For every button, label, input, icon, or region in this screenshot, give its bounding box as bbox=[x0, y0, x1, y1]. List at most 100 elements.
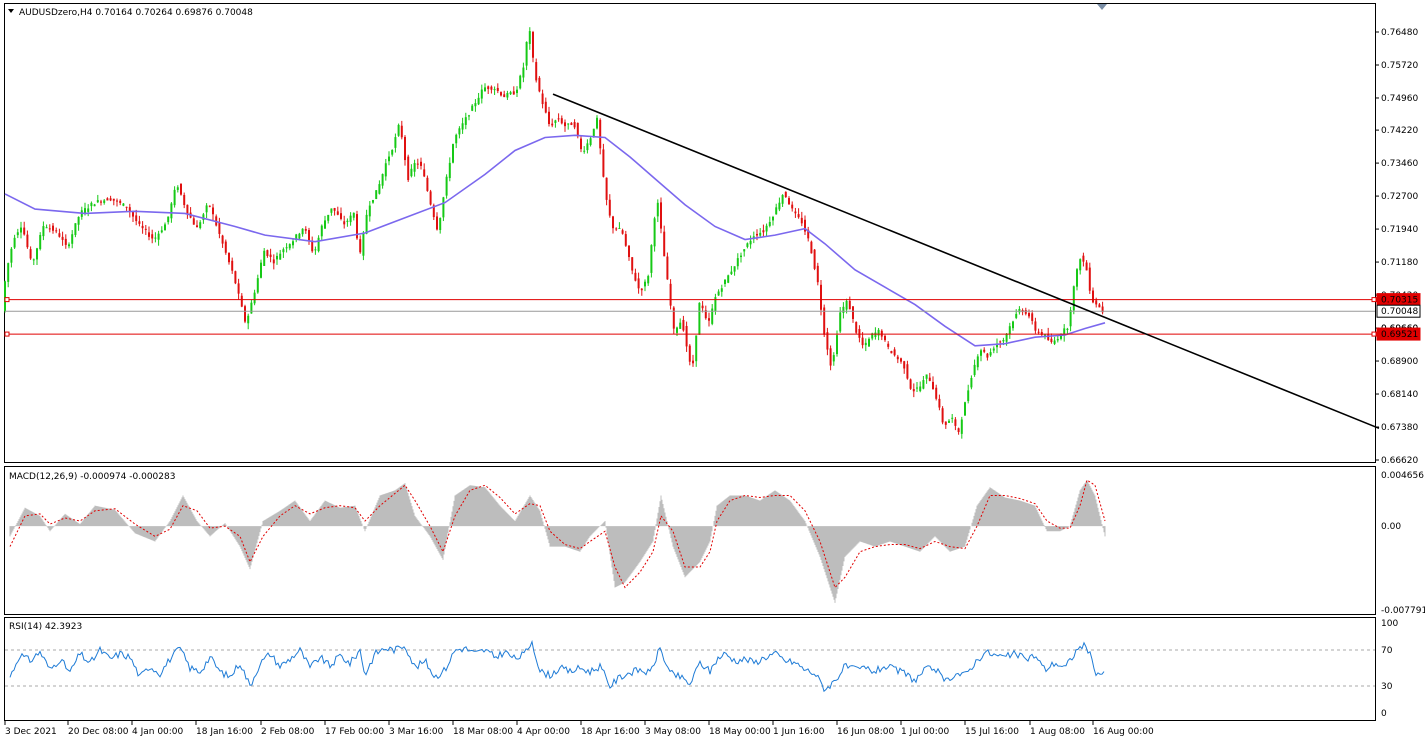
current-price-label: 0.70048 bbox=[1381, 307, 1418, 317]
trendline[interactable] bbox=[552, 93, 1380, 430]
bull-candle bbox=[327, 214, 330, 221]
bull-candle bbox=[922, 380, 925, 389]
bear-candle bbox=[807, 229, 810, 239]
bull-candle bbox=[42, 226, 45, 237]
bear-candle bbox=[420, 161, 422, 166]
level-handle[interactable] bbox=[1371, 297, 1377, 303]
bear-candle bbox=[48, 228, 51, 230]
time-tick-label: 16 Jun 08:00 bbox=[837, 727, 894, 737]
macd-signal-line bbox=[9, 479, 1106, 589]
bear-candle bbox=[928, 377, 931, 381]
bear-candle bbox=[548, 111, 550, 125]
bear-candle bbox=[788, 198, 790, 205]
price-tick-label: 0.72700 bbox=[1381, 192, 1418, 202]
bull-candle bbox=[509, 92, 512, 95]
collapse-triangle-icon[interactable] bbox=[8, 9, 14, 13]
bull-candle bbox=[202, 214, 205, 221]
bull-candle bbox=[1005, 333, 1008, 342]
bull-candle bbox=[298, 233, 301, 239]
bull-candle bbox=[71, 234, 74, 244]
bear-candle bbox=[756, 233, 758, 236]
time-tick-label: 4 Apr 00:00 bbox=[517, 727, 570, 737]
bear-candle bbox=[180, 183, 182, 195]
rsi-panel[interactable] bbox=[4, 617, 1376, 721]
axes: 0.76480 0.75720 0.74960 0.74220 0.73460 0.727… bbox=[4, 28, 1425, 737]
bear-candle bbox=[224, 241, 227, 253]
rsi-tick-label: 100 bbox=[1381, 619, 1398, 629]
bull-candle bbox=[157, 233, 160, 240]
bear-candle bbox=[135, 215, 138, 222]
time-tick-label: 3 Mar 16:00 bbox=[389, 727, 444, 737]
bear-candle bbox=[551, 123, 554, 126]
bull-candle bbox=[1079, 259, 1082, 271]
bull-candle bbox=[618, 228, 621, 230]
bull-candle bbox=[32, 259, 35, 261]
rsi-tick-label: 30 bbox=[1381, 682, 1393, 692]
bear-candle bbox=[823, 307, 826, 335]
bull-candle bbox=[586, 143, 589, 151]
bear-candle bbox=[570, 122, 573, 125]
bull-candle bbox=[951, 417, 954, 419]
bear-candle bbox=[804, 219, 806, 232]
bull-candle bbox=[295, 234, 298, 241]
bear-candle bbox=[663, 231, 666, 257]
bear-candle bbox=[266, 250, 269, 256]
bull-candle bbox=[480, 89, 483, 99]
bear-candle bbox=[196, 225, 198, 228]
macd-tick-label: 0.00 bbox=[1381, 522, 1401, 532]
bull-candle bbox=[16, 232, 19, 236]
bear-candle bbox=[52, 225, 54, 231]
bull-candle bbox=[455, 134, 458, 144]
level-handle[interactable] bbox=[4, 297, 10, 303]
bull-candle bbox=[1044, 334, 1046, 336]
bull-candle bbox=[778, 202, 781, 210]
bear-candle bbox=[426, 177, 429, 191]
bull-candle bbox=[285, 247, 288, 249]
bear-candle bbox=[512, 91, 515, 95]
level-handle[interactable] bbox=[4, 331, 10, 337]
bull-candle bbox=[388, 156, 390, 162]
bear-candle bbox=[1050, 338, 1053, 343]
bear-candle bbox=[983, 349, 986, 352]
bull-candle bbox=[461, 123, 464, 130]
bull-candle bbox=[263, 250, 266, 266]
price-tick-label: 0.66620 bbox=[1381, 456, 1418, 466]
bear-candle bbox=[212, 207, 214, 215]
bull-candle bbox=[365, 214, 368, 234]
bull-candle bbox=[596, 117, 598, 129]
bull-candle bbox=[996, 343, 998, 348]
bull-candle bbox=[836, 335, 838, 355]
bear-candle bbox=[557, 118, 560, 120]
bull-candle bbox=[781, 195, 784, 204]
bull-candle bbox=[484, 87, 486, 92]
bull-candle bbox=[1066, 328, 1069, 330]
bull-candle bbox=[39, 234, 42, 250]
bear-candle bbox=[602, 149, 605, 177]
price-panel[interactable] bbox=[4, 3, 1376, 463]
bull-candle bbox=[77, 216, 80, 225]
bull-candle bbox=[292, 241, 294, 246]
bear-candle bbox=[1037, 331, 1040, 333]
bull-candle bbox=[468, 115, 470, 117]
bear-candle bbox=[496, 87, 499, 91]
support-price-box bbox=[1376, 327, 1421, 341]
bear-candle bbox=[228, 252, 230, 263]
bull-candle bbox=[394, 137, 397, 148]
bear-candle bbox=[192, 218, 195, 225]
symbol-header: AUDUSDzero,H4 0.70164 0.70264 0.69876 0.… bbox=[19, 8, 253, 18]
bull-candle bbox=[960, 419, 963, 434]
bear-candle bbox=[848, 300, 851, 310]
bear-candle bbox=[906, 364, 909, 379]
bull-candle bbox=[154, 237, 157, 239]
bull-candle bbox=[20, 227, 22, 233]
bull-candle bbox=[93, 204, 96, 207]
bull-candle bbox=[397, 124, 400, 136]
bull-candle bbox=[4, 281, 6, 312]
bear-candle bbox=[240, 295, 243, 307]
bull-candle bbox=[871, 333, 874, 339]
bear-candle bbox=[813, 249, 816, 269]
level-handle[interactable] bbox=[1371, 331, 1377, 337]
shift-marker-icon[interactable] bbox=[1097, 4, 1107, 10]
bear-candle bbox=[896, 356, 899, 360]
